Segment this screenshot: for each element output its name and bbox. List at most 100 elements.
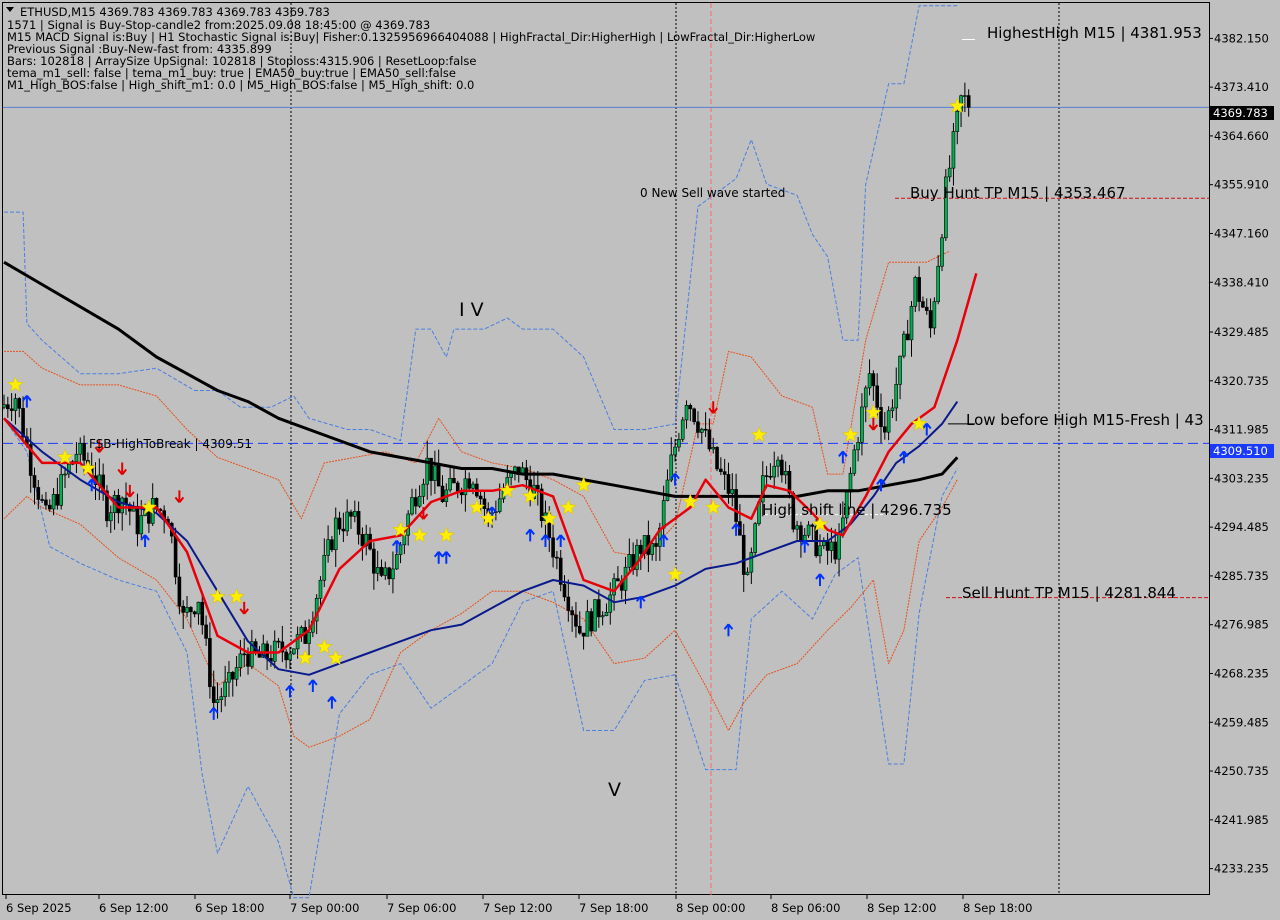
candle-body (707, 429, 712, 450)
candle-body (326, 539, 330, 556)
buy-hunt-tp-label: Buy Hunt TP M15 | 4353.467 (910, 184, 1126, 202)
fsb-label: FSB-HighToBreak | 4309.51 (89, 437, 252, 451)
candle-body (13, 398, 18, 411)
current-price-tag: 4369.783 (1210, 106, 1274, 120)
ema-blue-line (3, 401, 959, 676)
star-icon (79, 459, 97, 476)
candle-body (17, 398, 22, 409)
chart-menu-arrow-icon[interactable] (6, 7, 14, 12)
candle-body (692, 408, 696, 423)
star-icon (575, 476, 592, 493)
candle-body (951, 131, 956, 169)
buy-arrow-icon (723, 623, 734, 637)
candle-body (82, 442, 86, 461)
candle-body (905, 333, 910, 341)
candle-body (425, 457, 430, 485)
candle-body (74, 453, 79, 462)
candle-body (787, 470, 792, 494)
time-axis[interactable]: 6 Sep 2025 6 Sep 12:00 6 Sep 18:00 7 Sep 00… (5, 895, 1032, 915)
candle-body (250, 641, 254, 667)
buy-arrow-icon (22, 394, 32, 408)
candle-body (806, 524, 811, 536)
candle-body (783, 470, 788, 476)
buy-arrow-icon (731, 523, 741, 536)
candle-body (764, 475, 769, 477)
candle-body (863, 387, 868, 408)
star-icon (666, 565, 684, 582)
candle-body (741, 534, 746, 575)
candle-body (288, 653, 292, 661)
candle-body (375, 567, 380, 574)
price-axis[interactable]: 4382.150 4373.410 4364.660 4355.910 4347.160… (1209, 31, 1269, 876)
y-tick-label: 4259.485 (1214, 715, 1269, 729)
chart-title: ETHUSD,M15 4369.783 4369.783 4369.783 43… (20, 5, 330, 19)
candle-body (135, 505, 140, 535)
buy-arrow-icon (308, 679, 318, 692)
candle-body (417, 495, 422, 507)
candle-body (795, 525, 799, 530)
candle-body (772, 465, 777, 478)
band-blue-lower-line (3, 418, 958, 899)
candle-body (307, 631, 311, 644)
candle-body (433, 465, 437, 481)
star-icon (541, 510, 558, 526)
candle-body (669, 454, 674, 481)
candle-body (780, 459, 784, 476)
sell-arrow-icon (117, 462, 127, 476)
candle-body (726, 474, 731, 494)
candle-body (330, 539, 334, 551)
buy-arrow-icon (876, 478, 886, 492)
candle-body (924, 306, 929, 311)
star-icon (499, 482, 516, 498)
candle-body (650, 543, 655, 555)
wave-v-label: V (608, 779, 621, 801)
fsb-price-tag-bg (1210, 444, 1274, 458)
star-icon (842, 426, 859, 443)
candle-body (379, 567, 384, 576)
candle-body (963, 95, 967, 97)
candle-body (940, 237, 944, 267)
x-tick-label: 7 Sep 00:00 (290, 901, 359, 915)
high-shift-label: High shift line | 4296.735 (762, 501, 952, 519)
buy-arrow-icon (327, 696, 337, 709)
candle-body (696, 421, 700, 433)
candle-body (776, 459, 780, 467)
candle-body (116, 495, 121, 514)
candle-body (40, 499, 44, 501)
candle-body (902, 333, 906, 357)
candle-body (272, 640, 277, 662)
y-tick-label: 4338.410 (1214, 275, 1269, 289)
x-tick-label: 7 Sep 12:00 (483, 901, 552, 915)
candle-body (219, 696, 224, 700)
candle-body (28, 444, 33, 476)
candle-body (638, 544, 643, 554)
candle-body (108, 512, 113, 522)
candle-body (581, 632, 586, 637)
highest-high-label: HighestHigh M15 | 4381.953 (987, 24, 1202, 42)
candle-body (612, 578, 616, 596)
buy-arrow-icon (208, 707, 219, 720)
candle-body (372, 548, 376, 574)
candle-body (661, 500, 666, 529)
sell-arrow-icon (868, 417, 879, 431)
candle-body (452, 478, 456, 484)
candle-body (654, 543, 658, 547)
y-tick-label: 4320.735 (1214, 374, 1269, 388)
candle-body (51, 494, 56, 510)
candle-body (448, 478, 452, 491)
candle-body (574, 614, 578, 627)
candle-body (768, 475, 773, 478)
sell-arrow-icon (708, 401, 718, 414)
star-icon (140, 498, 158, 515)
candle-body (829, 541, 834, 551)
candle-body (44, 499, 48, 506)
candle-body (63, 473, 67, 476)
candle-body (181, 605, 186, 613)
y-tick-label: 4373.410 (1214, 80, 1269, 94)
info-line: M1_High_BOS:false | High_shift_m1: 0.0 |… (7, 78, 474, 92)
candle-body (463, 478, 468, 496)
candle-body (196, 601, 201, 615)
candle-body (966, 95, 971, 108)
candle-body (627, 554, 632, 568)
